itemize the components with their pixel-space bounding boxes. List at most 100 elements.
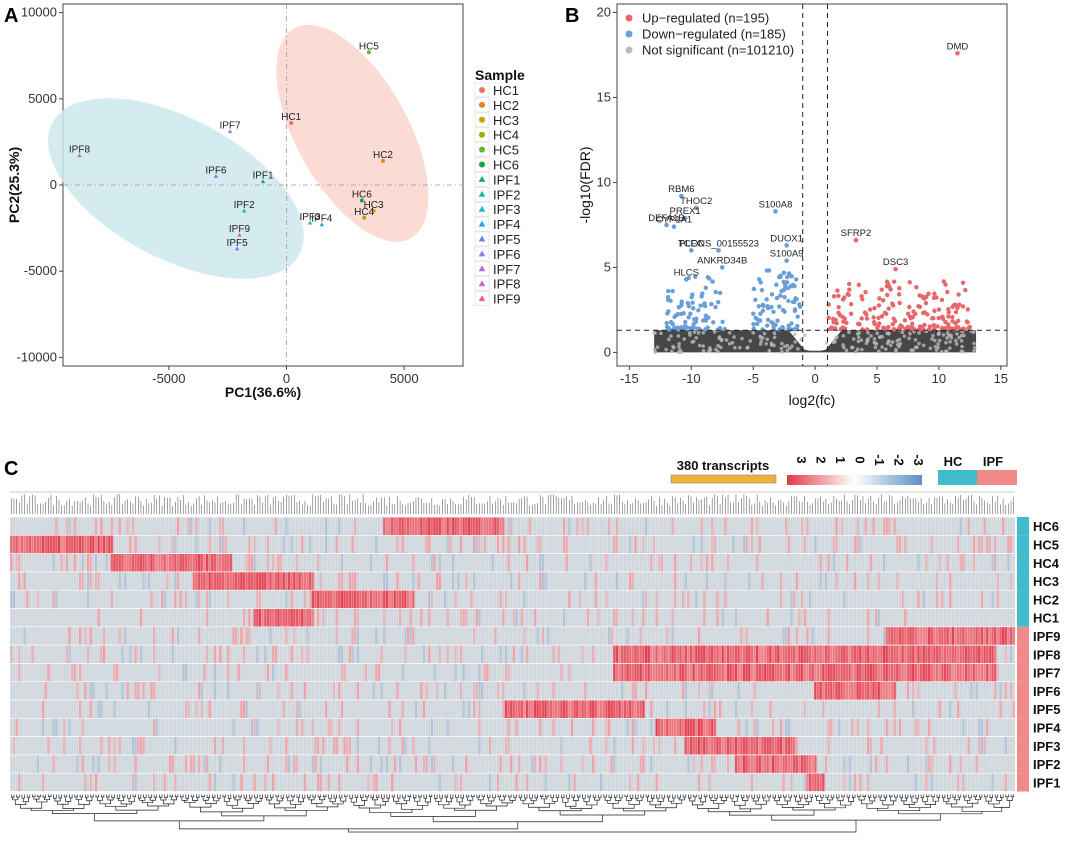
heatmap-cell xyxy=(351,590,355,609)
dendrogram-branch xyxy=(189,802,212,808)
heatmap-cell xyxy=(745,645,749,664)
heatmap-cell xyxy=(377,663,381,682)
heatmap-cell xyxy=(356,590,360,609)
volcano-ns-point xyxy=(708,348,713,352)
heatmap-cell xyxy=(84,626,87,646)
heatmap-cell xyxy=(943,626,947,646)
heatmap-cell xyxy=(271,645,275,664)
heatmap-cell xyxy=(816,773,820,792)
heatmap-cell xyxy=(726,645,730,664)
volcano-up-point xyxy=(941,279,946,284)
heatmap-cell xyxy=(285,626,288,646)
heatmap-cell xyxy=(977,718,981,737)
dendrogram-branch xyxy=(424,796,431,803)
volcano-ns-point xyxy=(730,340,735,345)
heatmap-cell xyxy=(382,571,386,591)
heatmap-cell xyxy=(615,517,619,536)
volcano-up-point xyxy=(913,311,918,317)
pca-label-ipf4: IPF4 xyxy=(311,214,333,225)
heatmap-cell xyxy=(36,535,40,554)
heatmap-cell xyxy=(692,736,696,755)
volcano-ns-point xyxy=(788,346,792,351)
volcano-ns-point xyxy=(866,330,870,335)
dendrogram-branch xyxy=(889,794,893,798)
heatmap-row-label-hc5: HC5 xyxy=(1033,537,1059,552)
heatmap-cell xyxy=(718,663,722,682)
heatmap-cell xyxy=(991,590,995,609)
heatmap-cell xyxy=(613,535,616,554)
heatmap-cell xyxy=(226,663,230,682)
heatmap-cell xyxy=(755,718,759,737)
heatmap-cell xyxy=(427,535,431,554)
heatmap-cell xyxy=(374,626,378,646)
pca-label-hc2: HC2 xyxy=(373,150,393,161)
heatmap-cell xyxy=(948,590,952,609)
heatmap-cell xyxy=(150,590,154,609)
heatmap-cell xyxy=(694,645,698,664)
heatmap-cell xyxy=(89,553,93,572)
dendrogram-branch xyxy=(211,794,216,798)
heatmap-cell xyxy=(880,681,883,700)
heatmap-cell xyxy=(123,626,127,646)
dendrogram-branch xyxy=(184,800,196,803)
heatmap-cell xyxy=(205,553,209,572)
dendrogram-branch xyxy=(174,794,179,798)
volcano-down-point xyxy=(784,274,790,280)
heatmap-cell xyxy=(702,736,706,755)
volcano-up-point xyxy=(922,322,927,328)
volcano-ns-point xyxy=(854,350,858,354)
heatmap-cell xyxy=(634,681,638,700)
heatmap-cell xyxy=(290,571,294,591)
heatmap-cell xyxy=(845,645,849,664)
heatmap-cell xyxy=(901,626,905,646)
volcano-up-point xyxy=(828,326,833,332)
volcano-up-point xyxy=(872,306,877,311)
heatmap-cell xyxy=(369,754,373,774)
heatmap-cell xyxy=(285,736,288,755)
heatmap-cell xyxy=(115,663,119,682)
heatmap-cell xyxy=(414,517,418,536)
heatmap-cell xyxy=(885,718,889,737)
heatmap-cell xyxy=(895,571,899,591)
dendrogram-branch xyxy=(518,794,523,798)
heatmap-row-label-ipf5: IPF5 xyxy=(1033,702,1060,717)
heatmap-cell xyxy=(173,571,177,591)
heatmap-cell xyxy=(512,608,516,627)
heatmap-cell xyxy=(787,626,791,646)
heatmap-cell xyxy=(86,571,90,591)
heatmap-cell xyxy=(962,663,965,682)
volcano-ns-point xyxy=(690,340,695,344)
heatmap-cell xyxy=(292,754,296,774)
heatmap-cell xyxy=(713,535,717,554)
heatmap-cell xyxy=(671,718,675,737)
heatmap-cell xyxy=(271,773,275,792)
heatmap-cell xyxy=(790,663,794,682)
heatmap-cell xyxy=(583,681,587,700)
heatmap-cell xyxy=(702,590,706,609)
dendrogram-branch xyxy=(16,794,20,798)
heatmap-cell xyxy=(433,517,437,536)
heatmap-cell xyxy=(205,645,209,664)
heatmap-cell xyxy=(684,571,688,591)
volcano-legend-label: Down−regulated (n=185) xyxy=(642,27,786,42)
heatmap-cell xyxy=(851,663,854,682)
heatmap-cell xyxy=(258,608,262,627)
heatmap-cell xyxy=(917,626,920,646)
heatmap-cell xyxy=(269,608,273,627)
heatmap-cell xyxy=(176,571,180,591)
heatmap-cell xyxy=(274,608,278,627)
dendrogram-branch xyxy=(566,794,570,799)
heatmap-cell xyxy=(184,553,188,572)
volcano-plot-frame xyxy=(616,3,1008,367)
heatmap-cell xyxy=(610,626,614,646)
heatmap-cell xyxy=(110,535,114,554)
pca-legend-swatch-ipf1 xyxy=(478,175,486,182)
dendrogram-branch xyxy=(846,794,851,798)
heatmap-cell xyxy=(710,553,714,572)
pca-legend-swatch-hc5 xyxy=(479,146,485,153)
volcano-up-point xyxy=(877,296,882,301)
dendrogram-branch xyxy=(338,794,343,799)
heatmap-cell xyxy=(171,553,175,572)
heatmap-cell xyxy=(308,590,312,609)
